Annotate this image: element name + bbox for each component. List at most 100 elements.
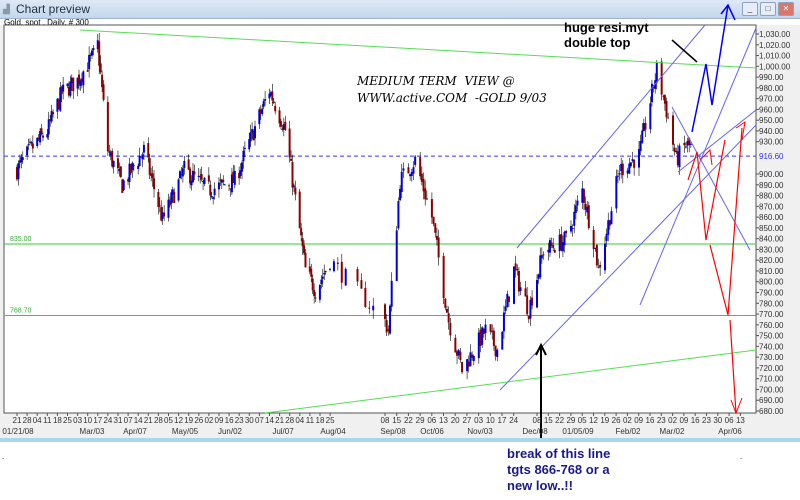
y-tick-label: 820.00	[759, 256, 784, 265]
candle-body	[314, 297, 317, 299]
candle-body	[570, 225, 572, 232]
close-button[interactable]: ✕	[778, 2, 794, 16]
candle-body	[397, 201, 400, 229]
x-tick-label: 10	[486, 416, 495, 425]
candle-body	[467, 361, 470, 367]
candle-body	[272, 101, 275, 104]
candle-body	[170, 192, 173, 204]
x-tick-label: 21	[13, 416, 22, 425]
candle-body	[304, 252, 307, 268]
candle-body	[424, 188, 427, 200]
candles	[16, 32, 692, 380]
resistance-trendline[interactable]	[79, 29, 757, 69]
candle-body	[516, 269, 519, 271]
candle-body	[261, 108, 264, 115]
candle-body	[47, 119, 50, 135]
candle-body	[62, 84, 65, 92]
level-label: 916.60	[759, 152, 784, 161]
x-tick-label: 21	[144, 416, 153, 425]
bullish-arrowhead	[720, 3, 736, 21]
y-tick-label: 1,030.00	[759, 30, 791, 39]
candle-body	[481, 327, 484, 345]
candle-body	[492, 330, 495, 346]
candle-body	[18, 160, 21, 163]
y-tick-label: 850.00	[759, 224, 784, 233]
chart-header: Gold, spot , Daily, # 300	[4, 18, 89, 27]
candle-body	[238, 173, 241, 179]
x-tick-label: 28	[154, 416, 163, 425]
candle-body	[479, 329, 482, 346]
candle-body	[109, 152, 112, 156]
x-tick-label: 03	[73, 416, 82, 425]
candle-body	[552, 245, 555, 248]
candle-body	[119, 166, 122, 178]
y-tick-label: 680.00	[759, 407, 784, 416]
x-tick-label: 14	[265, 416, 274, 425]
y-tick-label: 830.00	[759, 245, 784, 254]
maximize-button[interactable]: □	[760, 2, 776, 16]
candle-body	[67, 86, 70, 96]
candle-body	[560, 234, 563, 251]
x-tick-label: 04	[33, 416, 42, 425]
candle-body	[340, 261, 343, 283]
candle-body	[40, 128, 43, 135]
candle-body	[243, 147, 246, 149]
candle-body	[618, 173, 621, 175]
candle-body	[531, 297, 534, 306]
candle-body	[229, 188, 232, 190]
support-trendline[interactable]	[264, 349, 757, 414]
candle-body	[422, 178, 425, 192]
y-tick-label: 960.00	[759, 105, 784, 114]
channel-lower-line[interactable]	[499, 124, 757, 391]
wedge-line[interactable]	[677, 109, 757, 173]
candle-body	[148, 158, 151, 175]
candle-body	[323, 272, 326, 275]
candle-body	[233, 170, 236, 185]
x-tick-label: 08	[381, 416, 390, 425]
channel-upper-line[interactable]	[516, 24, 706, 249]
candle-body	[586, 206, 589, 213]
minimize-button[interactable]: _	[742, 2, 758, 16]
candle-body	[324, 271, 327, 273]
candle-body	[626, 170, 629, 174]
down-channel-line[interactable]	[671, 106, 751, 251]
candle-body	[584, 203, 587, 210]
candle-body	[329, 268, 331, 270]
candle-body	[161, 212, 164, 219]
x-tick-label: 13	[736, 416, 745, 425]
y-tick-label: 740.00	[759, 342, 784, 351]
price-chart[interactable]: 835.00 768.70 1,030.00 1,020.00 1,010.001,0…	[0, 0, 800, 440]
candle-body	[249, 131, 252, 142]
candle-body	[477, 332, 480, 359]
candle-body	[189, 168, 192, 184]
x-tick-label: 21	[275, 416, 284, 425]
candle-body	[539, 255, 542, 278]
candle-body	[52, 112, 55, 115]
x-tick-label: 24	[509, 416, 518, 425]
candle-body	[318, 284, 321, 300]
candle-body	[513, 266, 515, 304]
candle-body	[217, 182, 220, 190]
candle-body	[649, 103, 652, 130]
candle-body	[321, 276, 324, 279]
candle-body	[550, 242, 553, 246]
y-tick-label: 870.00	[759, 202, 784, 211]
date-axis: 21 28 04 11 18 25 03 10 17 24 31 07 14 21 28 05 12 19 26 02…	[2, 413, 745, 436]
y-tick-label: 1,010.00	[759, 52, 791, 61]
candle-body	[99, 63, 102, 73]
candle-body	[432, 216, 435, 224]
candle-body	[209, 184, 212, 196]
x-month-label: Mar/03	[80, 427, 105, 436]
red-arrowhead	[735, 120, 746, 141]
candle-body	[456, 351, 459, 356]
candle-body	[526, 295, 529, 315]
annotation-line: huge resi.myt	[564, 20, 649, 35]
x-tick-label: 25	[63, 416, 72, 425]
candle-body	[639, 141, 642, 152]
candle-body	[183, 160, 186, 168]
candle-body	[264, 99, 267, 101]
x-tick-label: 19	[600, 416, 609, 425]
candle-body	[615, 176, 618, 209]
x-tick-label: 10	[83, 416, 92, 425]
chart-icon: ▟	[3, 4, 10, 14]
